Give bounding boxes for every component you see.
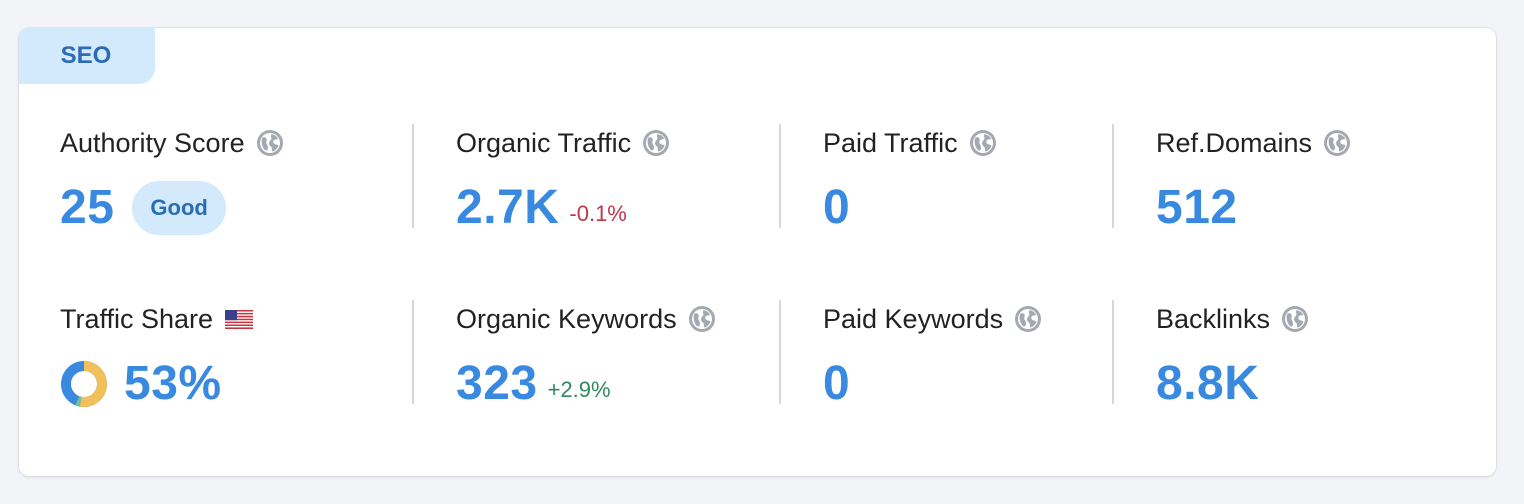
backlinks-value[interactable]: 8.8K — [1156, 357, 1260, 410]
metric-label: Backlinks — [1156, 302, 1310, 336]
column-divider — [412, 300, 414, 404]
metric-value-row: 0 — [823, 180, 998, 236]
column-divider — [412, 124, 414, 228]
metric-value-row: 512 — [1156, 180, 1352, 236]
authority-score-label: Authority Score — [60, 128, 245, 158]
metric-label: Authority Score — [60, 126, 285, 160]
globe-icon[interactable] — [968, 128, 998, 158]
organic-keywords-change: +2.9% — [547, 377, 611, 402]
metric-value-row: 2.7K -0.1% — [456, 180, 671, 236]
organic-traffic-value[interactable]: 2.7K — [456, 181, 560, 234]
column-divider — [779, 124, 781, 228]
column-divider — [779, 300, 781, 404]
globe-icon[interactable] — [1280, 304, 1310, 334]
metric-value-row: 8.8K — [1156, 356, 1310, 412]
metric-paid-keywords[interactable]: Paid Keywords 0 — [823, 302, 1043, 412]
metric-ref-domains[interactable]: Ref.Domains 512 — [1156, 126, 1352, 236]
metric-label: Traffic Share — [60, 302, 254, 336]
globe-icon[interactable] — [1013, 304, 1043, 334]
seo-widget: SEO Authority Score 25 Good Organic Traf… — [19, 28, 1496, 476]
paid-traffic-value[interactable]: 0 — [823, 181, 851, 234]
metric-backlinks[interactable]: Backlinks 8.8K — [1156, 302, 1310, 412]
organic-keywords-value[interactable]: 323 — [456, 357, 538, 410]
globe-icon[interactable] — [687, 304, 717, 334]
traffic-share-value[interactable]: 53% — [124, 357, 222, 410]
traffic-share-label: Traffic Share — [60, 304, 214, 334]
us-flag-icon — [225, 309, 254, 329]
metric-organic-traffic[interactable]: Organic Traffic 2.7K -0.1% — [456, 126, 671, 236]
globe-icon[interactable] — [641, 128, 671, 158]
paid-traffic-label: Paid Traffic — [823, 128, 958, 158]
metric-value-row: 0 — [823, 356, 1043, 412]
metric-label: Paid Keywords — [823, 302, 1043, 336]
status-badge: Good — [132, 181, 226, 235]
organic-traffic-change: -0.1% — [569, 201, 627, 226]
organic-keywords-label: Organic Keywords — [456, 304, 677, 334]
globe-icon[interactable] — [255, 128, 285, 158]
ref-domains-value[interactable]: 512 — [1156, 181, 1238, 234]
metric-traffic-share[interactable]: Traffic Share 53% — [60, 302, 254, 412]
metric-paid-traffic[interactable]: Paid Traffic 0 — [823, 126, 998, 236]
metric-label: Ref.Domains — [1156, 126, 1352, 160]
metric-value-row: 323 +2.9% — [456, 356, 717, 412]
paid-keywords-value[interactable]: 0 — [823, 357, 851, 410]
metric-label: Organic Traffic — [456, 126, 671, 160]
section-tag: SEO — [19, 28, 155, 84]
authority-score-value[interactable]: 25 — [60, 181, 115, 234]
paid-keywords-label: Paid Keywords — [823, 304, 1004, 334]
globe-icon[interactable] — [1322, 128, 1352, 158]
metric-organic-keywords[interactable]: Organic Keywords 323 +2.9% — [456, 302, 717, 412]
column-divider — [1112, 300, 1114, 404]
backlinks-label: Backlinks — [1156, 304, 1271, 334]
metric-label: Organic Keywords — [456, 302, 717, 336]
traffic-share-donut-icon — [61, 361, 107, 407]
column-divider — [1112, 124, 1114, 228]
metric-value-row: 25 Good — [60, 180, 285, 236]
metric-value-row: 53% — [60, 356, 253, 412]
ref-domains-label: Ref.Domains — [1156, 128, 1313, 158]
organic-traffic-label: Organic Traffic — [456, 128, 632, 158]
metric-label: Paid Traffic — [823, 126, 998, 160]
metric-authority-score[interactable]: Authority Score 25 Good — [60, 126, 285, 236]
